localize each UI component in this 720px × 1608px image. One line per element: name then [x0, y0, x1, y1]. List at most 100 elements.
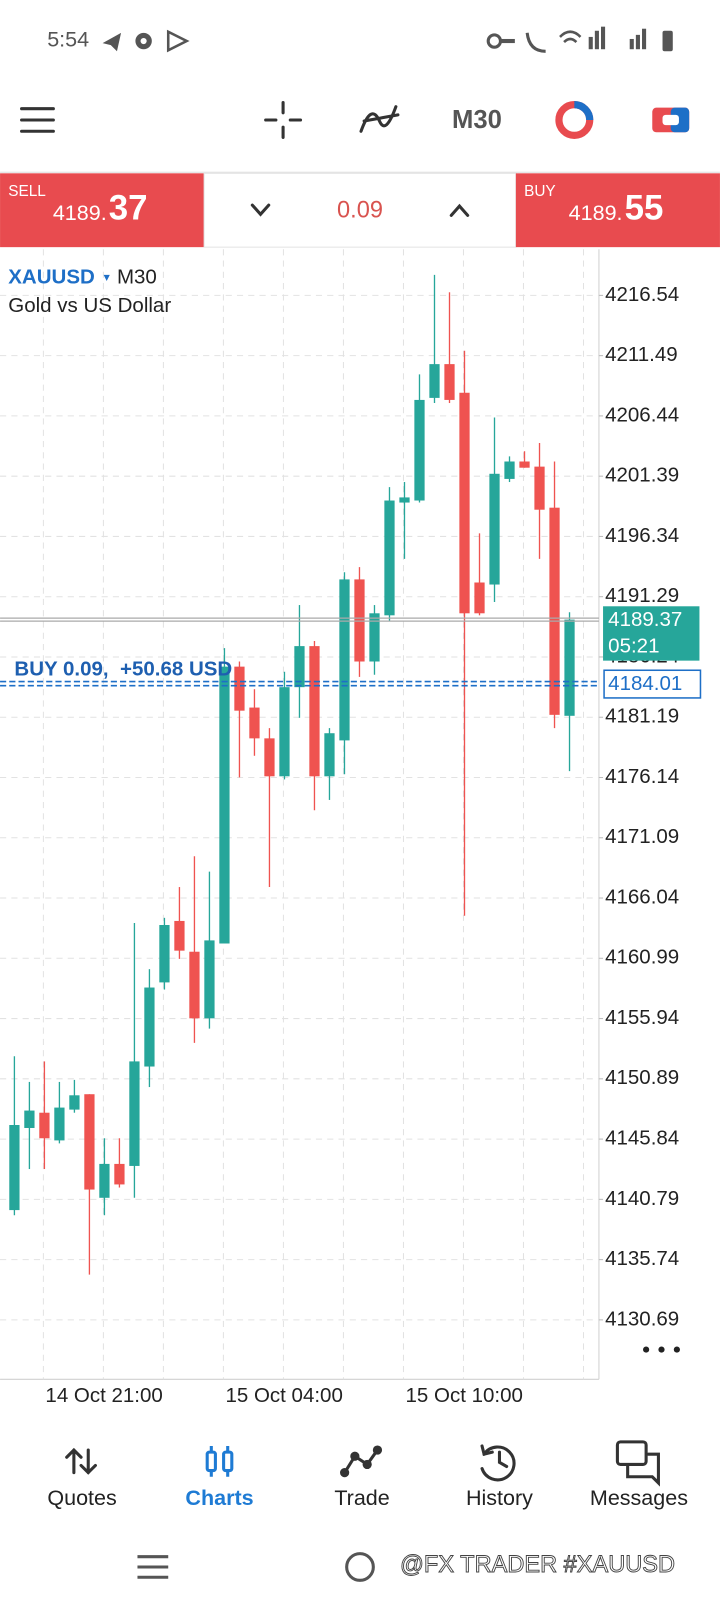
candle-body: [294, 646, 305, 688]
nav-item[interactable]: Quotes: [47, 1486, 116, 1510]
candle-body: [249, 707, 260, 739]
candle-body: [444, 364, 455, 400]
candle-body: [129, 1061, 140, 1166]
candle-body: [234, 666, 245, 711]
candle-body: [384, 500, 395, 616]
candle-body: [504, 461, 515, 479]
watermark: @FX TRADER #XAUUSD: [400, 1551, 675, 1577]
more-button[interactable]: [643, 1346, 680, 1353]
position-price: 4184.01: [608, 672, 682, 695]
system-nav: [137, 1552, 375, 1582]
y-tick-label: 4176.14: [605, 765, 679, 788]
candle-body: [99, 1163, 110, 1198]
timeframe-button[interactable]: M30: [452, 106, 502, 134]
nav-item[interactable]: Charts: [185, 1486, 253, 1510]
y-tick-label: 4191.29: [605, 584, 679, 607]
chart-timeframe: M30: [117, 265, 157, 288]
candle-body: [189, 951, 200, 1019]
buy-price-big: 55: [625, 188, 664, 227]
nav-item[interactable]: Trade: [334, 1486, 389, 1510]
sell-price-big: 37: [109, 188, 148, 227]
volume[interactable]: 0.09: [337, 196, 383, 222]
price-box: [603, 606, 700, 661]
nav-item[interactable]: Messages: [590, 1486, 688, 1510]
candle-body: [264, 738, 275, 777]
candle-body: [474, 582, 485, 614]
volume-up[interactable]: [449, 203, 470, 217]
candle-body: [204, 940, 215, 1019]
y-tick-label: 4171.09: [605, 825, 679, 848]
y-tick-label: 4140.79: [605, 1187, 679, 1210]
candle-body: [324, 733, 335, 777]
position-price-box: [603, 669, 702, 699]
candle-body: [369, 613, 380, 662]
candle-body: [114, 1163, 125, 1185]
candle-body: [429, 364, 440, 398]
sell-label: SELL: [8, 183, 46, 200]
nav-icons: [65, 1440, 660, 1487]
bottom-nav: [0, 1413, 720, 1529]
candle-body: [339, 579, 350, 741]
chart: 4216.54 4211.49 4206.44 4201.39 4196.34 4191.…: [0, 249, 679, 1407]
y-tick-label: 4166.04: [605, 885, 679, 908]
oneclick-button[interactable]: [652, 107, 690, 133]
nav-labels: Quotes Charts Trade History Messages: [47, 1486, 688, 1510]
buy-button[interactable]: BUY 4189. 55: [515, 173, 720, 248]
y-tick-label: 4150.89: [605, 1066, 679, 1089]
status-icons: [102, 26, 673, 53]
sell-price: 4189.: [53, 201, 107, 225]
buy-label: BUY: [524, 183, 556, 200]
y-tick-label: 4155.94: [605, 1006, 679, 1029]
candle-body: [84, 1094, 95, 1190]
candle-body: [564, 619, 575, 716]
candle-body: [69, 1095, 80, 1110]
candle-body: [459, 392, 470, 614]
candle-body: [279, 687, 290, 777]
x-tick-label: 15 Oct 04:00: [225, 1384, 342, 1407]
candle-body: [489, 473, 500, 585]
y-tick-label: 4130.69: [605, 1307, 679, 1330]
y-tick-label: 4145.84: [605, 1127, 679, 1150]
menu-button[interactable]: [20, 107, 55, 133]
candle-body: [174, 920, 185, 951]
x-tick-label: 14 Oct 21:00: [45, 1384, 162, 1407]
status-time: 5:54: [47, 28, 89, 52]
toolbar: M30: [20, 101, 690, 139]
trading-button[interactable]: [555, 101, 594, 139]
current-price: 4189.37: [608, 608, 682, 631]
volume-down[interactable]: [250, 203, 271, 217]
candle-body: [144, 987, 155, 1067]
candle-body: [354, 579, 365, 662]
y-tick-label: 4160.99: [605, 946, 679, 969]
y-tick-label: 4216.54: [605, 283, 679, 306]
sell-button[interactable]: SELL 4189. 37: [0, 173, 205, 248]
candle-body: [219, 666, 230, 944]
candle-body: [519, 461, 530, 468]
crosshair-button[interactable]: [264, 101, 303, 139]
y-tick-label: 4135.74: [605, 1247, 679, 1270]
symbol-dropdown[interactable]: [103, 274, 110, 281]
x-tick-label: 15 Oct 10:00: [406, 1384, 523, 1407]
indicators-button[interactable]: [359, 105, 400, 133]
y-tick-label: 4206.44: [605, 403, 679, 426]
buy-price: 4189.: [569, 201, 623, 225]
candle-body: [309, 646, 320, 777]
chart-overlay: XAUUSD M30 Gold vs US Dollar BUY 0.09, +…: [0, 265, 702, 1353]
candle-body: [39, 1112, 50, 1139]
nav-item[interactable]: History: [466, 1486, 533, 1510]
y-tick-label: 4181.19: [605, 705, 679, 728]
candle-body: [549, 507, 560, 715]
y-tick-label: 4196.34: [605, 524, 679, 547]
countdown: 05:21: [608, 635, 659, 658]
candle-body: [414, 399, 425, 501]
candle-body: [54, 1107, 65, 1141]
candle-body: [159, 924, 170, 983]
symbol: XAUUSD: [8, 265, 95, 288]
candle-body: [399, 497, 410, 503]
candle-body: [24, 1110, 35, 1128]
chart-subtitle: Gold vs US Dollar: [8, 294, 171, 317]
candle-body: [9, 1125, 20, 1211]
y-tick-label: 4211.49: [605, 343, 678, 366]
